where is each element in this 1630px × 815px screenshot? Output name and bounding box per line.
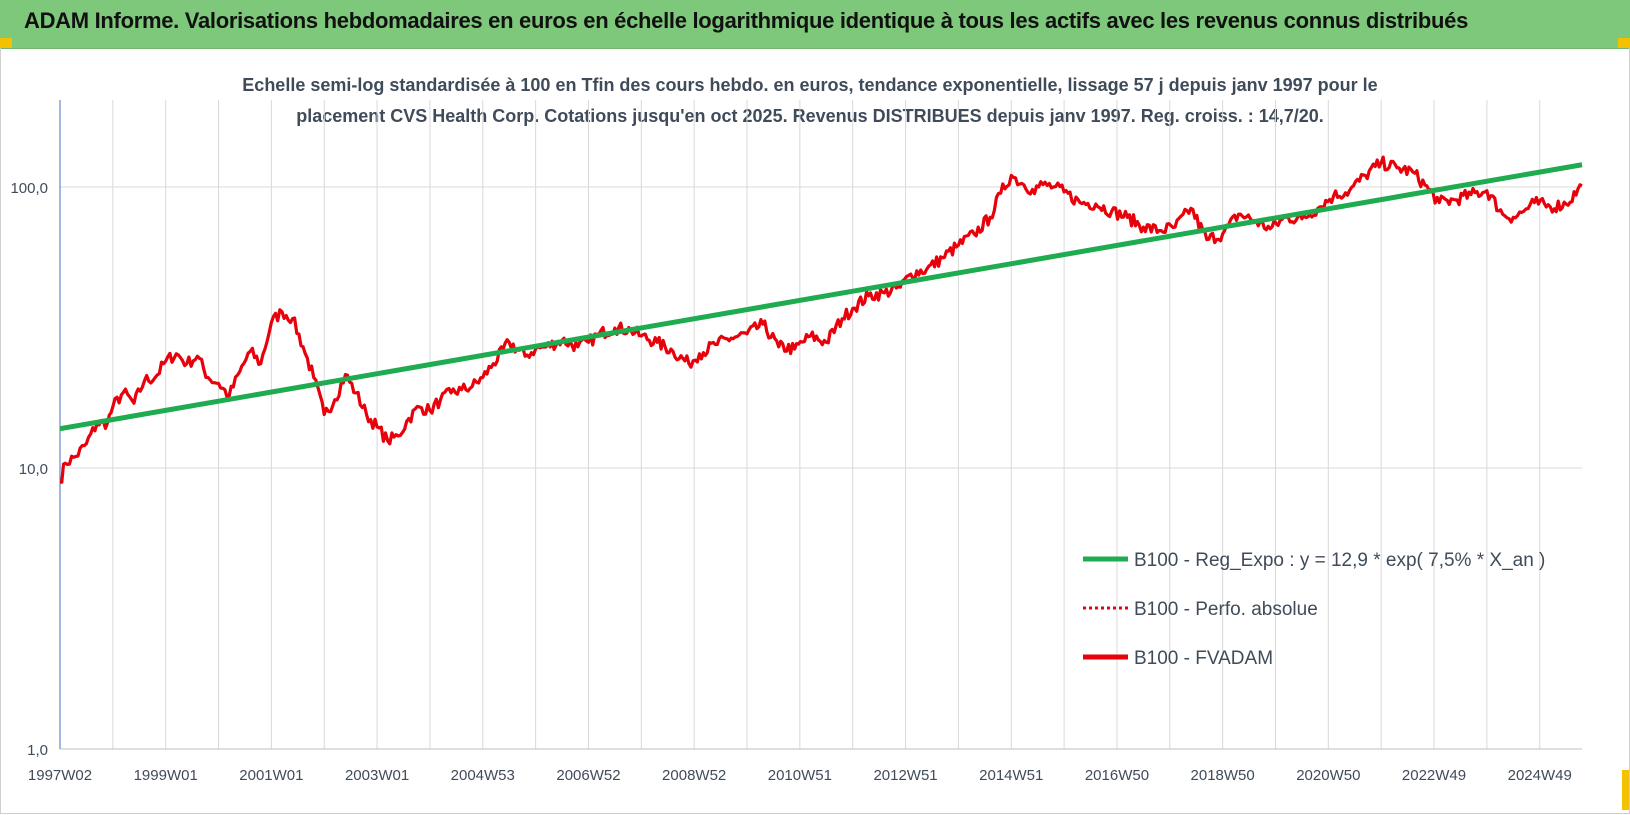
- x-tick-label: 2016W50: [1085, 767, 1149, 784]
- grid-lines: [59, 100, 1582, 750]
- legend-label: B100 - FVADAM: [1134, 648, 1273, 669]
- x-tick-label: 2006W52: [556, 767, 620, 784]
- y-tick-label: 10,0: [19, 461, 48, 478]
- x-tick-label: 2010W51: [768, 767, 832, 784]
- y-tick-label: 1,0: [27, 742, 48, 759]
- corner-marker-top-left: [0, 38, 12, 48]
- chart-title-line-1: Echelle semi-log standardisée à 100 en T…: [242, 75, 1378, 95]
- chart-title-line-2: placement CVS Health Corp. Cotations jus…: [296, 106, 1324, 126]
- legend-item-perfo-absolue: B100 - Perfo. absolue: [1083, 599, 1318, 620]
- x-tick-label: 2012W51: [873, 767, 937, 784]
- legend-item-fvadam: B100 - FVADAM: [1083, 648, 1273, 669]
- x-tick-label: 2008W52: [662, 767, 726, 784]
- corner-marker-top-right: [1618, 38, 1630, 48]
- x-tick-label: 2014W51: [979, 767, 1043, 784]
- report-banner: ADAM Informe. Valorisations hebdomadaire…: [0, 0, 1630, 49]
- x-tick-label: 1997W02: [28, 767, 92, 784]
- x-tick-label: 2018W50: [1191, 767, 1255, 784]
- x-tick-label: 2024W49: [1508, 767, 1572, 784]
- x-tick-label: 2020W50: [1296, 767, 1360, 784]
- series-line-fvadam: [60, 155, 1583, 484]
- x-tick-label: 2001W01: [239, 767, 303, 784]
- x-tick-label: 2022W49: [1402, 767, 1466, 784]
- corner-marker-bottom-right: [1622, 770, 1630, 810]
- legend-label: B100 - Reg_Expo : y = 12,9 * exp( 7,5% *…: [1134, 550, 1545, 571]
- series-layer: [59, 155, 1583, 484]
- series-line-reg-expo: [59, 162, 1583, 432]
- legend-label: B100 - Perfo. absolue: [1134, 599, 1318, 620]
- x-tick-label: 2003W01: [345, 767, 409, 784]
- x-tick-label: 2004W53: [451, 767, 515, 784]
- y-tick-label: 100,0: [10, 180, 48, 197]
- report-title: ADAM Informe. Valorisations hebdomadaire…: [24, 8, 1469, 33]
- chart-title: Echelle semi-log standardisée à 100 en T…: [180, 70, 1440, 132]
- axes: 1,0 10,0 100,0 1997W02 1999W01 2001W01 2003W01…: [10, 100, 1582, 784]
- x-tick-label: 1999W01: [134, 767, 198, 784]
- legend: B100 - Reg_Expo : y = 12,9 * exp( 7,5% *…: [1083, 550, 1545, 669]
- legend-item-reg-expo: B100 - Reg_Expo : y = 12,9 * exp( 7,5% *…: [1083, 550, 1545, 571]
